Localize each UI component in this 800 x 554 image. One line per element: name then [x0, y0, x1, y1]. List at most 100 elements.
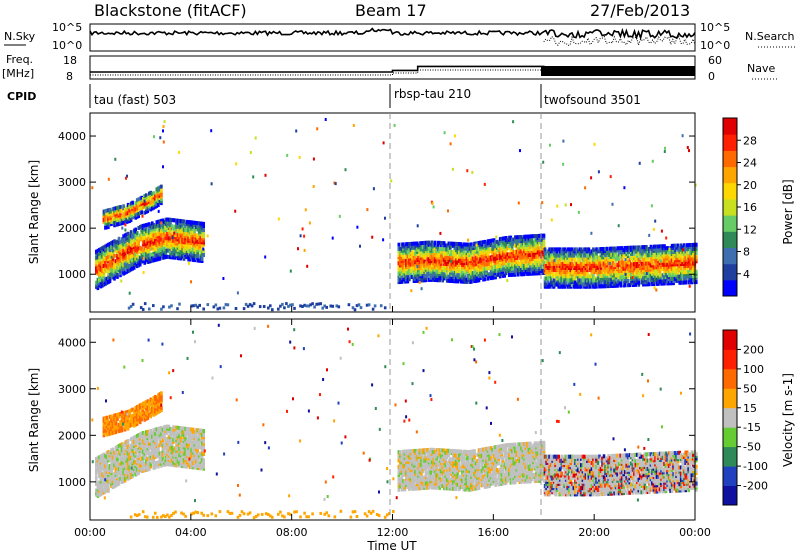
echo-cell [557, 276, 560, 281]
echo-cell [158, 434, 162, 439]
echo-cell [105, 467, 109, 472]
echo-cell [108, 256, 112, 261]
echo-cell [509, 262, 513, 267]
echo-cell [498, 272, 502, 277]
echo-cell [421, 270, 425, 275]
echo-cell [167, 240, 171, 245]
echo-cell [175, 231, 178, 235]
echo-cell [108, 262, 112, 267]
echo-cell [126, 451, 130, 456]
echo-cell [170, 218, 174, 222]
echo-cell [134, 215, 137, 220]
echo-cell [96, 466, 100, 471]
echo-cell [367, 303, 371, 307]
echo-cell [589, 253, 592, 258]
echo-cell [482, 240, 485, 245]
echo-cell [149, 246, 153, 251]
echo-cell [161, 249, 165, 254]
power-echo-data [91, 118, 698, 312]
echo-cell [574, 251, 577, 256]
echo-cell [501, 249, 505, 253]
echo-cell [468, 242, 472, 247]
echo-cell [234, 307, 238, 310]
echo-cell [96, 277, 100, 282]
echo-cell [476, 241, 479, 246]
echo-cell [450, 276, 454, 281]
echo-cell [690, 274, 694, 278]
echo-cell [173, 243, 177, 248]
echo-cell [131, 459, 134, 464]
echo-cell [673, 243, 677, 248]
echo-cell [108, 451, 112, 456]
echo-cell [98, 250, 101, 254]
echo-cell [515, 264, 519, 269]
echo-cell [301, 305, 304, 308]
echo-cell [433, 259, 437, 264]
echo-cell [146, 457, 150, 461]
echo-cell [128, 257, 131, 262]
echo-cell [315, 302, 318, 306]
echo-cell [619, 271, 622, 276]
echo-cell [654, 265, 657, 270]
echo-cell [178, 248, 181, 252]
echo-cell [515, 268, 519, 273]
echo-cell [122, 470, 125, 475]
echo-cell [123, 207, 127, 212]
echo-cell [610, 277, 613, 282]
echo-cell [102, 272, 106, 277]
echo-cell [104, 267, 107, 272]
echo-cell [158, 252, 162, 257]
echo-cell [438, 276, 441, 281]
echo-speck [121, 226, 124, 230]
echo-cell [607, 259, 610, 264]
echo-cell [527, 271, 531, 276]
echo-cell [113, 450, 116, 455]
echo-cell [617, 273, 621, 278]
echo-cell [692, 249, 695, 254]
echo-speck [175, 253, 178, 257]
echo-cell [178, 223, 181, 228]
echo-cell [414, 272, 417, 277]
echo-cell [399, 280, 402, 284]
echo-cell [642, 280, 645, 285]
echo-cell [655, 244, 659, 249]
echo-cell [405, 242, 408, 247]
echo-cell [406, 256, 410, 261]
echo-speck [681, 134, 684, 138]
echo-cell [574, 276, 577, 281]
echo-cell [613, 254, 616, 259]
echo-cell [616, 262, 619, 267]
echo-cell [143, 439, 146, 443]
echo-cell [202, 230, 205, 235]
echo-cell [580, 280, 583, 285]
echo-cell [536, 263, 540, 267]
echo-cell [317, 302, 320, 306]
echo-cell [670, 250, 674, 255]
echo-cell [589, 266, 592, 270]
echo-cell [517, 264, 520, 269]
echo-cell [111, 273, 115, 278]
echo-cell [420, 253, 423, 258]
echo-cell [449, 249, 452, 254]
echo-cell [128, 219, 131, 223]
echo-cell [536, 246, 540, 251]
echo-cell [108, 279, 112, 284]
echo-cell [126, 233, 130, 238]
echo-cell [625, 248, 628, 252]
echo-cell [137, 214, 140, 218]
echo-cell [131, 258, 134, 263]
echo-cell [96, 491, 100, 496]
echo-cell [592, 259, 595, 264]
echo-cell [188, 222, 192, 227]
echo-cell [678, 268, 681, 273]
echo-cell [625, 245, 628, 250]
echo-cell [200, 252, 204, 257]
echo-cell [471, 275, 475, 280]
echo-cell [122, 263, 125, 268]
echo-cell [154, 461, 157, 466]
echo-cell [520, 255, 523, 260]
echo-cell [631, 283, 635, 287]
echo-cell [645, 255, 648, 260]
echo-cell [141, 460, 145, 465]
echo-cell [646, 282, 650, 287]
